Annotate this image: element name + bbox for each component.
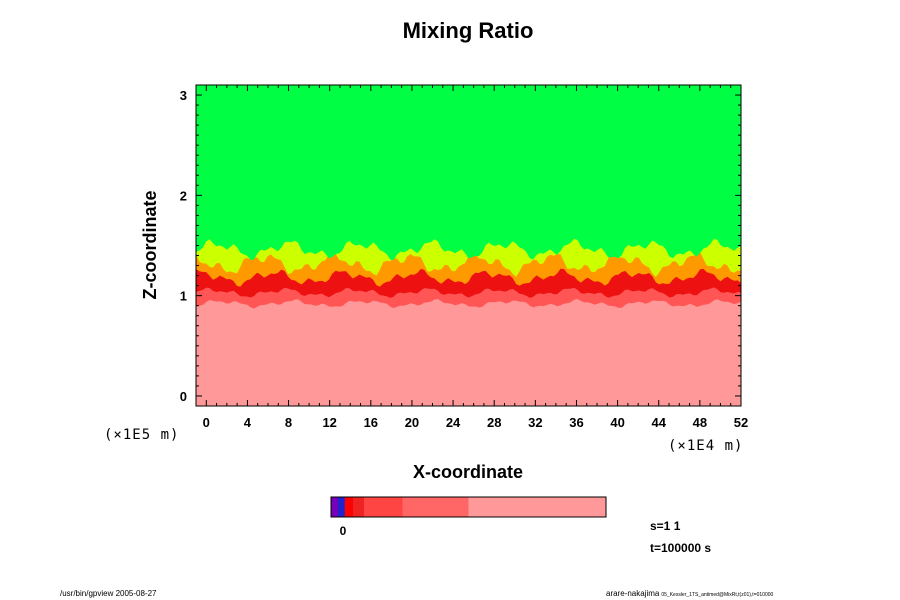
x-tick-label: 52 bbox=[734, 415, 748, 430]
t-annotation: t=100000 s bbox=[650, 541, 711, 555]
x-tick-label: 4 bbox=[244, 415, 252, 430]
x-tick-label: 36 bbox=[569, 415, 583, 430]
colorbar-segment bbox=[344, 497, 354, 517]
colorbar-segment bbox=[331, 497, 339, 517]
colorbar-segment bbox=[402, 497, 469, 517]
colorbar-segment bbox=[337, 497, 346, 517]
colorbar-frame bbox=[330, 496, 607, 518]
x-tick-label: 24 bbox=[446, 415, 461, 430]
footer-right-small: 05_Kessler_1TS_antimed@MixRt,t(z01),t=01… bbox=[661, 592, 773, 598]
y-tick-labels: 0 1 2 3 bbox=[180, 88, 187, 404]
colorbar-segment bbox=[353, 497, 365, 517]
x-tick-label: 44 bbox=[652, 415, 667, 430]
colorbar bbox=[331, 497, 607, 517]
x-tick-label: 28 bbox=[487, 415, 501, 430]
chart-title: Mixing Ratio bbox=[403, 18, 534, 43]
y-tick-label: 0 bbox=[180, 389, 187, 404]
x-tick-label: 12 bbox=[322, 415, 336, 430]
x-axis-label: X-coordinate bbox=[413, 462, 523, 482]
axis-ticks bbox=[196, 85, 742, 406]
footer-right-main: arare-nakajima bbox=[606, 589, 660, 598]
x-tick-label: 20 bbox=[405, 415, 419, 430]
s-annotation: s=1 1 bbox=[650, 519, 681, 533]
y-tick-label: 1 bbox=[180, 289, 187, 304]
colorbar-segment bbox=[364, 497, 403, 517]
footer-left: /usr/bin/gpview 2005-08-27 bbox=[60, 589, 157, 598]
x-tick-label: 32 bbox=[528, 415, 542, 430]
z-multiplier-label: (×1E5 m) bbox=[104, 427, 179, 443]
x-tick-label: 40 bbox=[610, 415, 624, 430]
footer-right: arare-nakajima 05_Kessler_1TS_antimed@Mix… bbox=[606, 589, 774, 598]
x-tick-label: 16 bbox=[364, 415, 378, 430]
y-axis-label: Z-coordinate bbox=[140, 190, 160, 299]
x-tick-label: 0 bbox=[203, 415, 210, 430]
y-tick-label: 2 bbox=[180, 188, 187, 203]
y-tick-label: 3 bbox=[180, 88, 187, 103]
colorbar-segment bbox=[468, 497, 607, 517]
layer-upper bbox=[196, 85, 741, 260]
x-tick-labels: 0 4 8 12 16 20 24 28 32 36 40 44 48 52 bbox=[203, 415, 749, 430]
colorbar-tick-label: 0 bbox=[340, 524, 347, 538]
x-tick-label: 48 bbox=[693, 415, 707, 430]
x-tick-label: 8 bbox=[285, 415, 292, 430]
x-multiplier-label: (×1E4 m) bbox=[668, 438, 743, 454]
mixing-ratio-field bbox=[196, 85, 741, 406]
